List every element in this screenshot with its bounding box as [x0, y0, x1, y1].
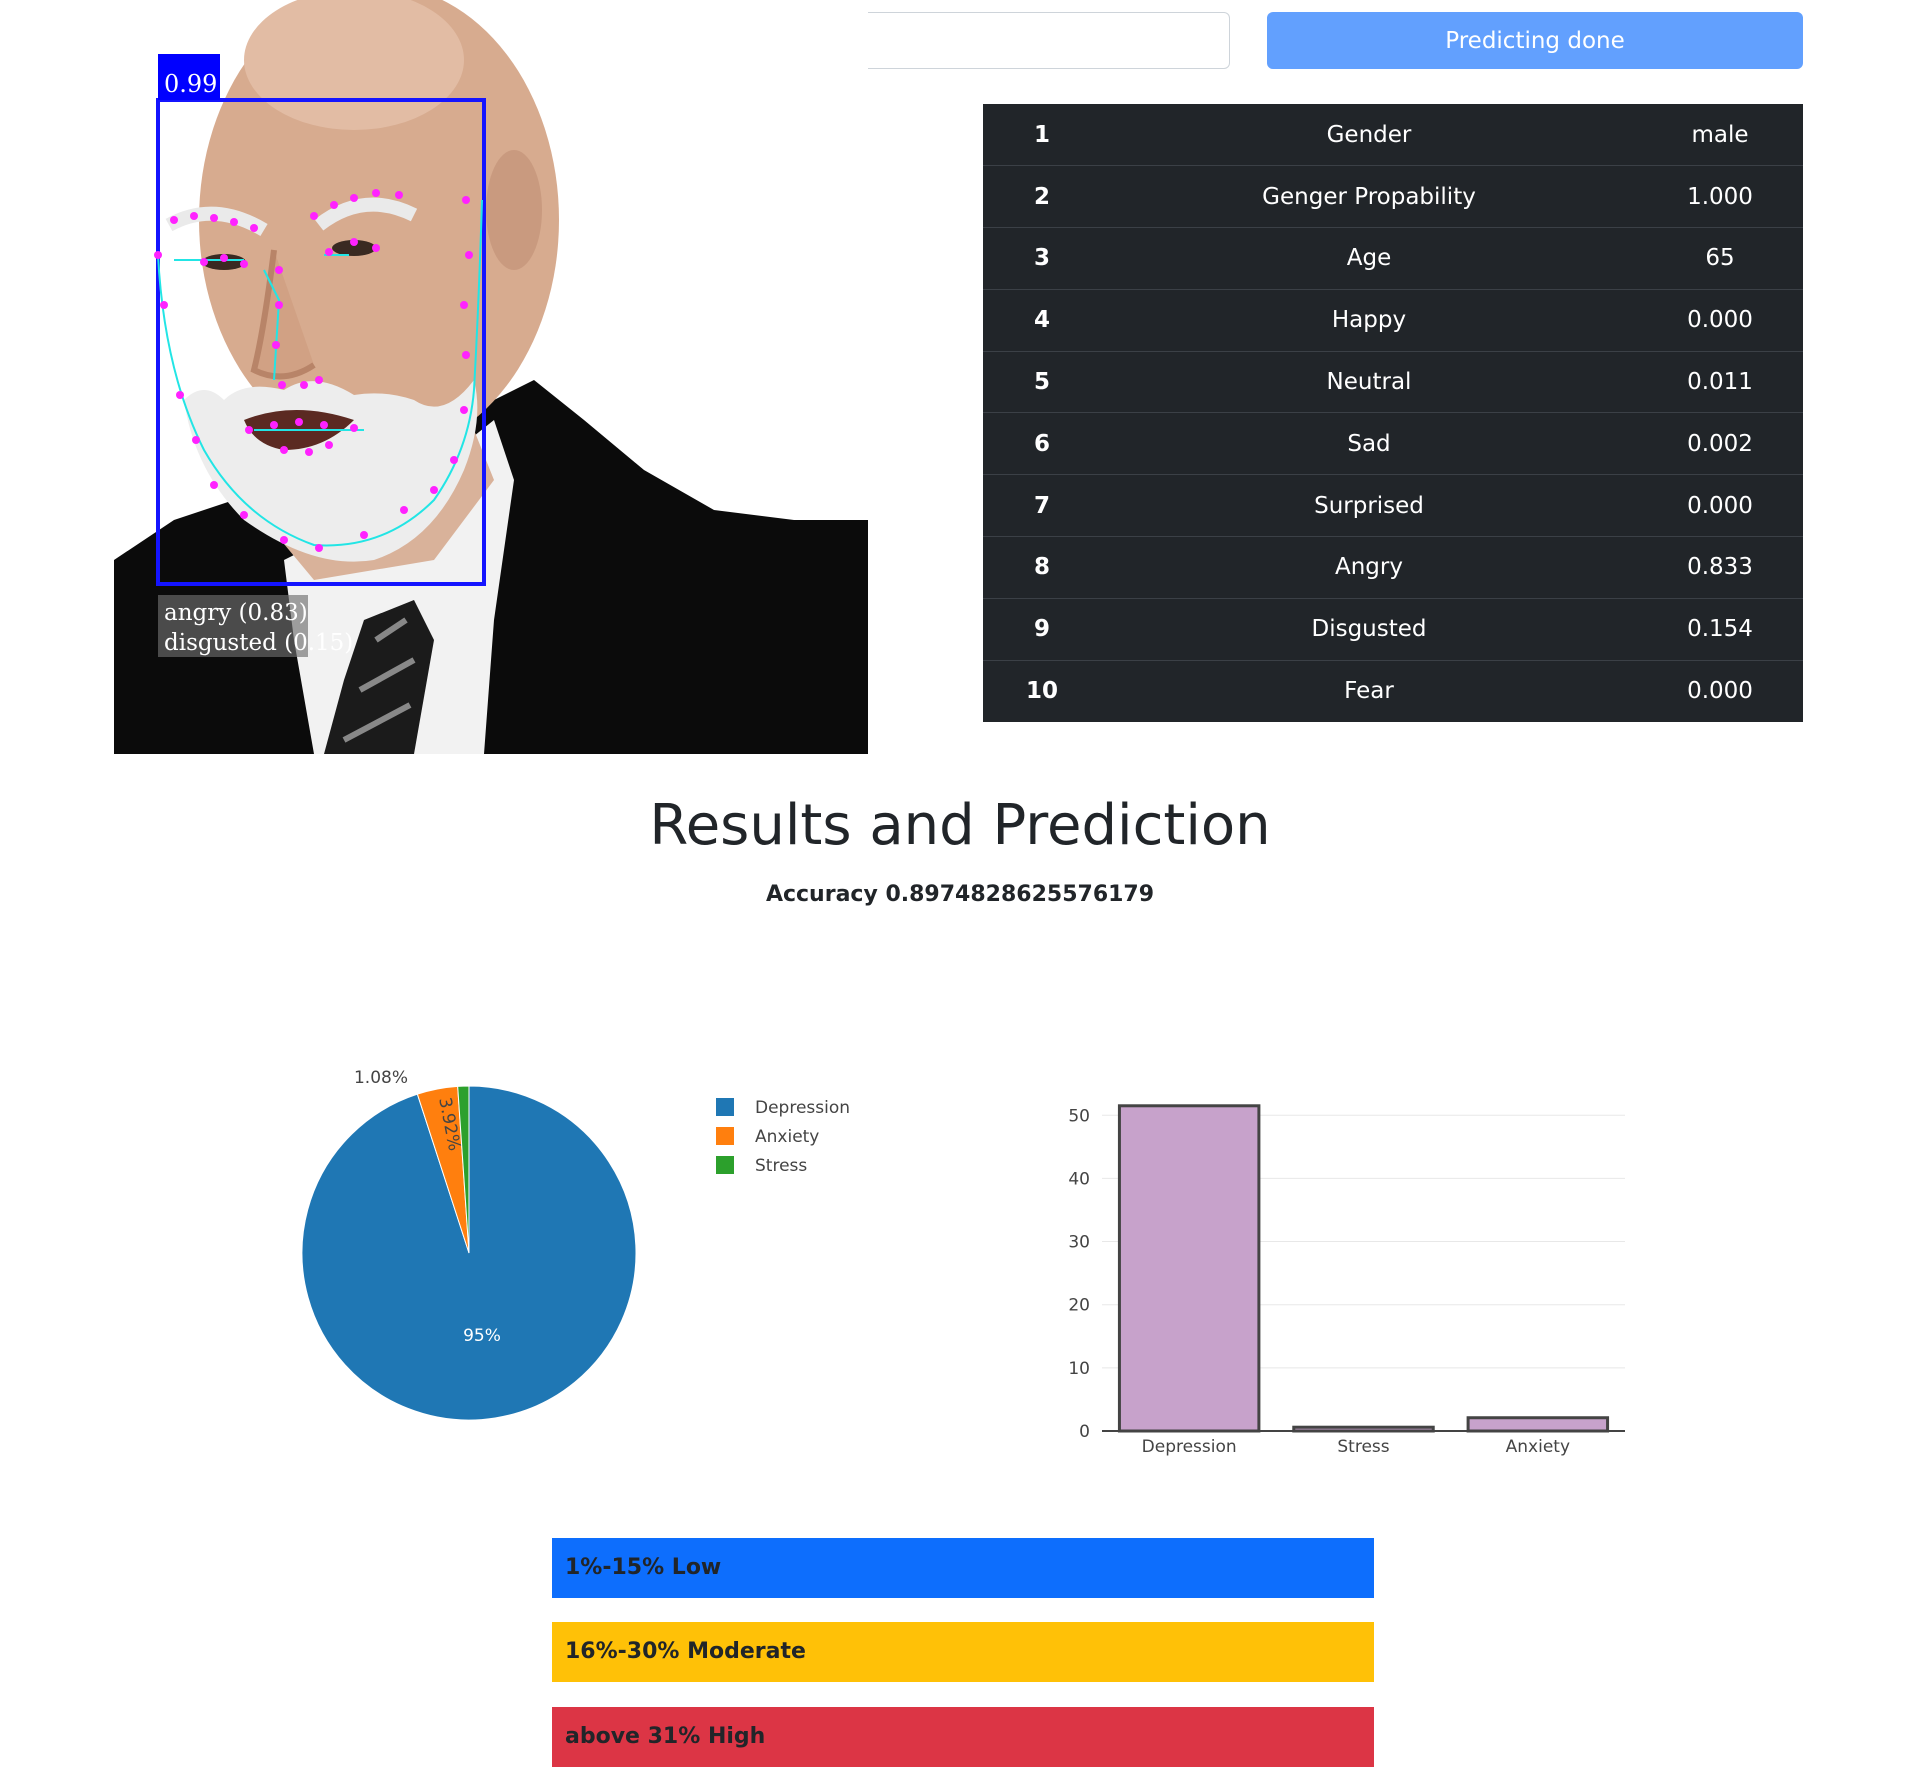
row-index: 1: [983, 104, 1101, 167]
level-high-bar: above 31% High: [552, 1707, 1374, 1767]
table-row: 5 Neutral 0.011: [983, 351, 1803, 414]
emotion-caption-line1: angry (0.83): [164, 600, 308, 626]
results-table: 1 Gender male 2 Genger Propability 1.000 3 Age 6…: [983, 104, 1803, 722]
y-tick-label: 10: [1068, 1359, 1090, 1379]
bar-y-tick-labels: 0 10 20 30 40 50: [1068, 1106, 1090, 1442]
row-value: 0.000: [1687, 678, 1753, 705]
y-tick-label: 0: [1079, 1422, 1090, 1442]
row-value: male: [1637, 104, 1803, 167]
table-row: 2 Genger Propability 1.000: [983, 165, 1803, 229]
row-label: Disgusted: [1101, 598, 1637, 661]
row-index: 8: [983, 536, 1101, 599]
row-value: 0.154: [1637, 598, 1803, 661]
legend-label-stress[interactable]: Stress: [755, 1156, 807, 1176]
face-box-score: 0.99: [164, 70, 217, 98]
table-row: 7 Surprised 0.000: [983, 474, 1803, 538]
row-index: 2: [983, 165, 1101, 229]
pie-chart: 95%3.92%1.08% Depression Anxiety Stress: [301, 1068, 850, 1421]
table-row: 4 Happy 0.000: [983, 289, 1803, 352]
y-tick-label: 30: [1068, 1233, 1090, 1253]
table-row: 1 Gender male: [983, 104, 1803, 167]
level-low-bar: 1%-15% Low: [552, 1538, 1374, 1598]
face-photo: 0.99 angry (0.83) disgusted (0.15): [114, 0, 868, 754]
y-tick-label: 50: [1068, 1106, 1090, 1126]
predict-button[interactable]: Predicting done: [1267, 12, 1803, 69]
row-index: 6: [983, 412, 1101, 476]
row-label: Gender: [1101, 104, 1637, 167]
bar-stress[interactable]: [1292, 1425, 1435, 1433]
x-tick-label-stress: Stress: [1337, 1437, 1389, 1457]
emotion-caption-line2: disgusted (0.15): [164, 630, 353, 656]
row-label: Happy: [1101, 289, 1637, 352]
row-value: 0.002: [1637, 412, 1803, 476]
bar-x-tick-labels: Depression Stress Anxiety: [1142, 1437, 1570, 1457]
row-value: 0.000: [1637, 474, 1803, 538]
row-label: Angry: [1101, 536, 1637, 599]
page-title: Results and Prediction: [649, 793, 1271, 858]
row-label: Age: [1101, 227, 1637, 290]
face-analysis-image: 0.99 angry (0.83) disgusted (0.15): [114, 0, 868, 754]
legend-swatch-anxiety[interactable]: [716, 1127, 734, 1145]
row-index: 5: [983, 351, 1101, 414]
row-value: 0.000: [1637, 289, 1803, 352]
row-label: Fear: [1344, 678, 1394, 705]
row-label: Genger Propability: [1101, 165, 1637, 229]
pie-slices: [301, 1085, 637, 1421]
row-value: 0.833: [1637, 536, 1803, 599]
pie-slice-stress[interactable]: [457, 1085, 470, 1254]
row-label: Surprised: [1101, 474, 1637, 538]
accuracy-text: Accuracy 0.8974828625576179: [765, 882, 1155, 907]
row-value: 1.000: [1637, 165, 1803, 229]
bar-depression[interactable]: [1117, 1104, 1261, 1433]
row-index: 7: [983, 474, 1101, 538]
table-row: 6 Sad 0.002: [983, 412, 1803, 476]
bar-anxiety[interactable]: [1466, 1416, 1610, 1433]
level-moderate-bar: 16%-30% Moderate: [552, 1622, 1374, 1682]
row-value: 0.011: [1637, 351, 1803, 414]
legend-swatch-stress[interactable]: [716, 1156, 734, 1174]
table-row: 9 Disgusted 0.154: [983, 598, 1803, 661]
legend-label-depression[interactable]: Depression: [755, 1098, 850, 1118]
pie-legend: Depression Anxiety Stress: [716, 1098, 850, 1176]
pie-value-label-stress: 1.08%: [354, 1068, 408, 1088]
pie-value-labels: 95%3.92%1.08%: [354, 1068, 501, 1346]
row-value: 65: [1637, 227, 1803, 290]
row-index: 3: [983, 227, 1101, 290]
table-row: 3 Age 65: [983, 227, 1803, 290]
legend-swatch-depression[interactable]: [716, 1098, 734, 1116]
table-row: 8 Angry 0.833: [983, 536, 1803, 599]
legend-label-anxiety[interactable]: Anxiety: [755, 1127, 819, 1147]
bar-bars: [1117, 1104, 1610, 1433]
table-row: 10 Fear 0.000: [983, 660, 1803, 722]
row-label: Sad: [1101, 412, 1637, 476]
x-tick-label-depression: Depression: [1142, 1437, 1237, 1457]
file-input[interactable]: [868, 12, 1230, 69]
row-index: 10: [1025, 678, 1058, 705]
bar-chart: 0 10 20 30 40 50 Depression Stress Anxiety: [1068, 1104, 1625, 1457]
row-label: Neutral: [1101, 351, 1637, 414]
y-tick-label: 20: [1068, 1296, 1090, 1316]
y-tick-label: 40: [1068, 1169, 1090, 1189]
pie-value-label-depression: 95%: [463, 1326, 501, 1346]
row-index: 9: [983, 598, 1101, 661]
results-table-body: 1 Gender male 2 Genger Propability 1.000 3 Age 6…: [983, 104, 1803, 722]
x-tick-label-anxiety: Anxiety: [1506, 1437, 1570, 1457]
row-index: 4: [983, 289, 1101, 352]
